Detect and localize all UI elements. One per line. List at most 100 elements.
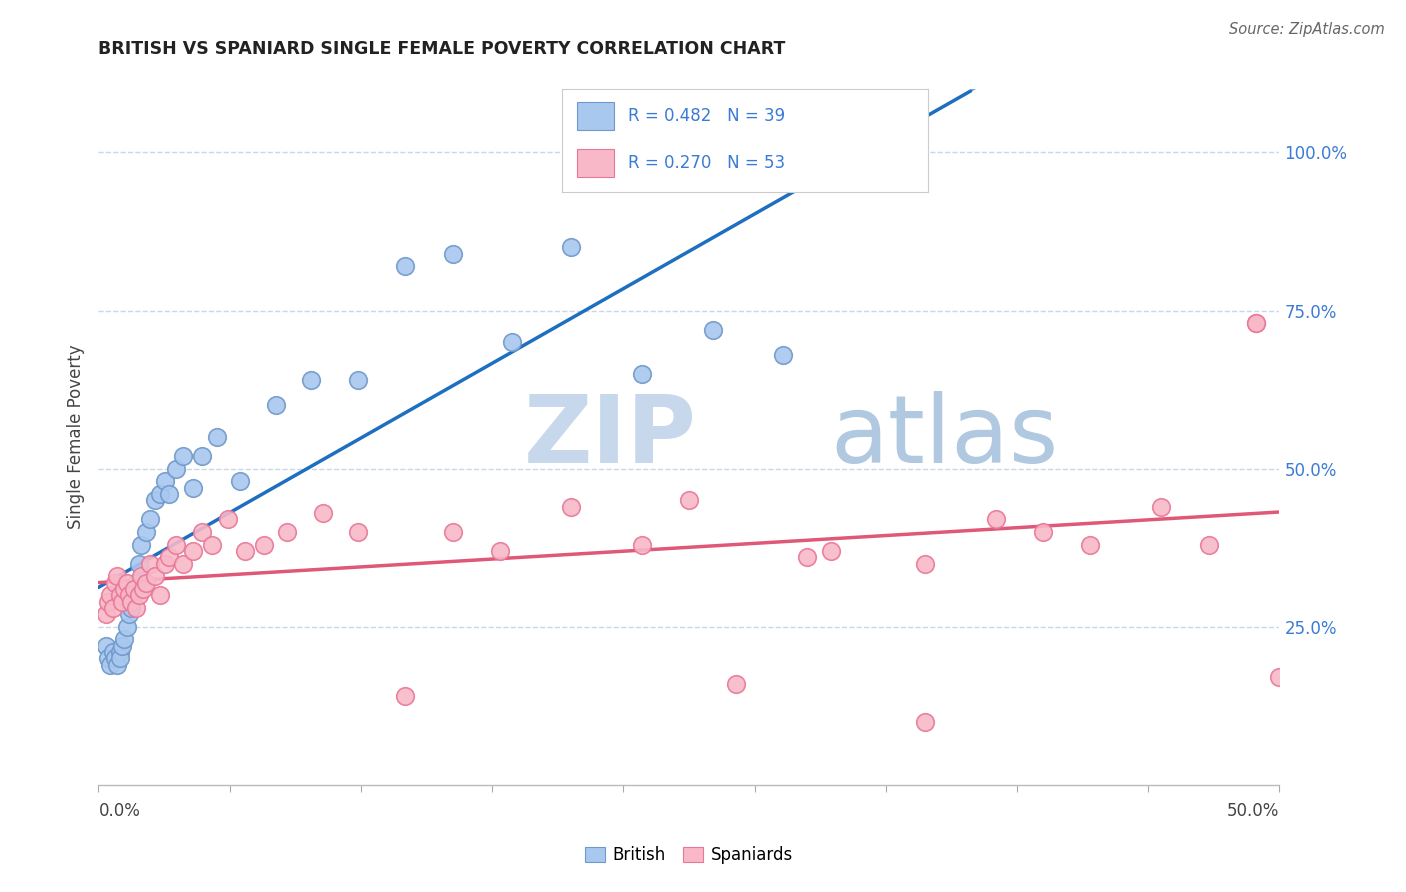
Text: R = 0.270   N = 53: R = 0.270 N = 53 [628,154,786,172]
Text: 50.0%: 50.0% [1227,802,1279,820]
Text: ZIP: ZIP [523,391,696,483]
Point [820,544,842,558]
Point [115,575,138,590]
Bar [576,149,613,178]
Point [1244,316,1267,330]
Point [104,575,127,590]
Point [205,430,228,444]
Point [191,524,214,539]
Point [165,538,187,552]
Point [129,569,152,583]
Point [201,538,224,552]
Point [122,582,145,596]
Point [97,651,120,665]
Point [143,569,166,583]
Point [94,639,117,653]
Text: 0.0%: 0.0% [98,802,141,820]
Y-axis label: Single Female Poverty: Single Female Poverty [66,345,84,529]
Point [217,512,239,526]
Point [630,538,652,552]
Point [135,575,157,590]
Point [233,544,256,558]
Point [121,600,143,615]
Point [118,607,141,622]
Point [121,594,143,608]
Point [98,588,121,602]
Point [129,538,152,552]
Point [560,240,582,254]
Point [1268,670,1291,684]
Point [441,524,464,539]
Point [441,246,464,260]
Point [132,582,155,596]
Point [394,260,416,274]
Point [105,569,128,583]
Point [135,524,157,539]
Point [489,544,512,558]
Point [1032,524,1054,539]
Point [108,645,131,659]
Bar [576,102,613,130]
Point [560,500,582,514]
Legend: British, Spaniards: British, Spaniards [578,839,800,871]
Point [105,657,128,672]
Point [229,475,252,489]
Point [112,632,135,647]
Point [128,557,150,571]
Text: R = 0.482   N = 39: R = 0.482 N = 39 [628,107,786,125]
Point [101,645,124,659]
Point [191,449,214,463]
Point [1150,500,1173,514]
Point [172,449,194,463]
Point [149,487,172,501]
Point [139,512,162,526]
Point [394,690,416,704]
Point [796,550,818,565]
Point [112,582,135,596]
Point [104,651,127,665]
Point [108,588,131,602]
Point [125,575,148,590]
Point [253,538,276,552]
Point [264,399,287,413]
Point [501,335,523,350]
Point [165,461,187,475]
Point [772,348,794,362]
Point [1244,316,1267,330]
Point [702,322,724,336]
Point [153,557,176,571]
Point [984,512,1007,526]
Point [914,557,936,571]
Text: BRITISH VS SPANIARD SINGLE FEMALE POVERTY CORRELATION CHART: BRITISH VS SPANIARD SINGLE FEMALE POVERT… [98,40,786,58]
Point [108,651,131,665]
Point [347,524,370,539]
Text: atlas: atlas [831,391,1059,483]
Point [157,550,180,565]
Point [122,588,145,602]
Point [125,600,148,615]
Point [914,714,936,729]
Point [143,493,166,508]
Point [94,607,117,622]
Point [725,677,748,691]
Text: Source: ZipAtlas.com: Source: ZipAtlas.com [1229,22,1385,37]
Point [118,588,141,602]
Point [1080,538,1102,552]
Point [115,620,138,634]
Point [128,588,150,602]
Point [276,524,298,539]
Point [97,594,120,608]
Point [157,487,180,501]
Point [149,588,172,602]
Point [312,506,335,520]
Point [347,373,370,387]
Point [98,657,121,672]
Point [111,594,134,608]
Point [139,557,162,571]
Point [1198,538,1220,552]
Point [111,639,134,653]
Point [181,544,204,558]
Point [172,557,194,571]
Point [299,373,322,387]
Point [181,481,204,495]
